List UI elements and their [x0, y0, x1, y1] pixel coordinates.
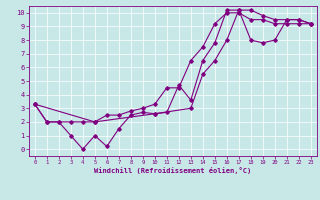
X-axis label: Windchill (Refroidissement éolien,°C): Windchill (Refroidissement éolien,°C) [94, 167, 252, 174]
